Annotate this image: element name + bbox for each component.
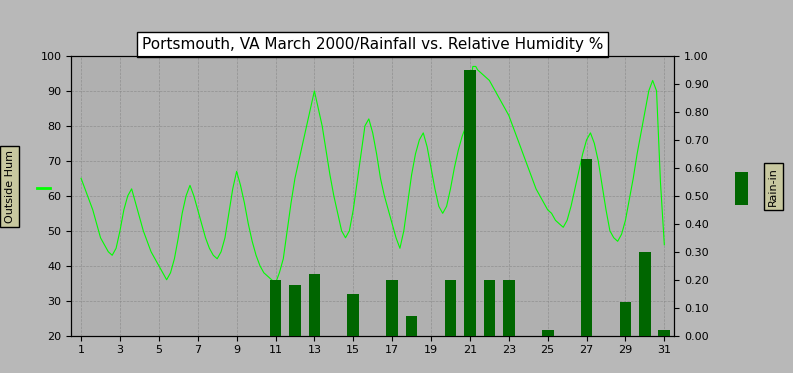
Bar <box>347 294 359 336</box>
Bar <box>542 330 554 336</box>
Text: Outside Hum: Outside Hum <box>5 150 14 223</box>
Bar <box>464 70 476 336</box>
Title: Portsmouth, VA March 2000/Rainfall vs. Relative Humidity %: Portsmouth, VA March 2000/Rainfall vs. R… <box>142 37 603 52</box>
Text: Rain-in: Rain-in <box>768 167 778 206</box>
Bar <box>619 302 631 336</box>
Bar <box>735 172 748 205</box>
Bar <box>289 285 301 336</box>
Bar <box>658 330 670 336</box>
Bar <box>270 280 282 336</box>
Bar <box>386 280 398 336</box>
Bar <box>503 280 515 336</box>
Bar <box>445 280 456 336</box>
Bar <box>639 252 651 336</box>
Bar <box>406 316 417 336</box>
Bar <box>484 280 495 336</box>
Bar <box>308 274 320 336</box>
Bar <box>580 160 592 336</box>
